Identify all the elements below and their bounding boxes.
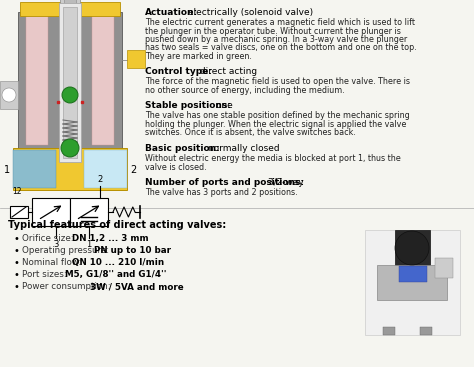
Bar — [60, 0, 80, 8]
Bar — [0, 81, 18, 109]
Text: 1: 1 — [4, 165, 10, 175]
Text: •: • — [14, 258, 20, 268]
Bar — [59, 3, 81, 162]
Text: PN up to 10 bar: PN up to 10 bar — [94, 246, 171, 255]
Text: 2: 2 — [97, 175, 103, 184]
Bar — [10, 206, 28, 218]
Circle shape — [62, 87, 78, 103]
Text: 3W / 5VA and more: 3W / 5VA and more — [91, 282, 184, 291]
Text: Power consumption:: Power consumption: — [22, 282, 113, 291]
Text: has two seals = valve discs, one on the bottom and one on the top.: has two seals = valve discs, one on the … — [145, 44, 417, 52]
Bar — [13, 148, 127, 190]
Bar — [127, 50, 145, 68]
Text: The electric current generates a magnetic field which is used to lift: The electric current generates a magneti… — [145, 18, 415, 27]
Bar — [18, 12, 122, 148]
Bar — [84, 150, 127, 188]
Text: holding the plunger. When the electric signal is applied the valve: holding the plunger. When the electric s… — [145, 120, 406, 129]
Text: Basic position:: Basic position: — [145, 144, 220, 153]
Text: Stable positions:: Stable positions: — [145, 102, 231, 110]
Text: Number of ports and positions:: Number of ports and positions: — [145, 178, 304, 187]
Text: M5, G1/8'' and G1/4'': M5, G1/8'' and G1/4'' — [65, 270, 167, 279]
Text: Orifice size:: Orifice size: — [22, 234, 76, 243]
Circle shape — [2, 88, 16, 102]
Text: normally closed: normally closed — [205, 144, 280, 153]
Text: direct acting: direct acting — [197, 68, 257, 76]
Text: one: one — [213, 102, 233, 110]
Text: 3/2-way: 3/2-way — [265, 178, 304, 187]
Circle shape — [61, 139, 79, 157]
Text: The force of the magnetic field is used to open the valve. There is: The force of the magnetic field is used … — [145, 77, 410, 87]
Text: valve is closed.: valve is closed. — [145, 163, 207, 171]
Text: QN 10 ... 210 l/min: QN 10 ... 210 l/min — [73, 258, 164, 267]
Text: •: • — [14, 270, 20, 280]
Text: Nominal flow:: Nominal flow: — [22, 258, 84, 267]
Bar — [395, 230, 430, 265]
Text: Operating pressure:: Operating pressure: — [22, 246, 112, 255]
Text: Actuation:: Actuation: — [145, 8, 198, 17]
Text: The valve has 3 ports and 2 positions.: The valve has 3 ports and 2 positions. — [145, 188, 298, 197]
Text: Port sizes:: Port sizes: — [22, 270, 70, 279]
Text: Typical features of direct acting valves:: Typical features of direct acting valves… — [8, 220, 226, 230]
Text: 3: 3 — [53, 240, 59, 249]
Text: 2: 2 — [130, 165, 136, 175]
Bar — [26, 15, 48, 145]
Text: DN 1,2 ... 3 mm: DN 1,2 ... 3 mm — [73, 234, 149, 243]
Bar — [365, 230, 460, 335]
Circle shape — [395, 231, 429, 265]
Text: The valve has one stable position defined by the mechanic spring: The valve has one stable position define… — [145, 112, 410, 120]
Text: switches. Once it is absent, the valve switches back.: switches. Once it is absent, the valve s… — [145, 128, 356, 138]
Bar — [435, 258, 453, 278]
Bar — [399, 266, 427, 282]
Text: electrically (solenoid valve): electrically (solenoid valve) — [185, 8, 313, 17]
Bar — [383, 327, 395, 335]
Text: 12: 12 — [12, 187, 21, 196]
Bar — [13, 150, 56, 188]
Bar — [92, 15, 114, 145]
Text: pushed down by a mechanic spring. In a 3-way valve the plunger: pushed down by a mechanic spring. In a 3… — [145, 35, 407, 44]
Text: Control type:: Control type: — [145, 68, 212, 76]
Bar — [64, 0, 76, 5]
Text: no other source of energy, including the medium.: no other source of energy, including the… — [145, 86, 345, 95]
Text: •: • — [14, 234, 20, 244]
Bar — [377, 265, 447, 300]
Text: Without electric energy the media is blocked at port 1, thus the: Without electric energy the media is blo… — [145, 154, 401, 163]
Bar — [70, 198, 108, 226]
Bar — [20, 2, 120, 16]
Text: They are marked in green.: They are marked in green. — [145, 52, 252, 61]
Text: •: • — [14, 246, 20, 256]
Text: the plunger in the operator tube. Without current the plunger is: the plunger in the operator tube. Withou… — [145, 26, 401, 36]
Bar — [420, 327, 432, 335]
Bar — [32, 198, 70, 226]
Text: 1: 1 — [86, 240, 91, 249]
Text: •: • — [14, 282, 20, 292]
Bar — [63, 7, 77, 158]
